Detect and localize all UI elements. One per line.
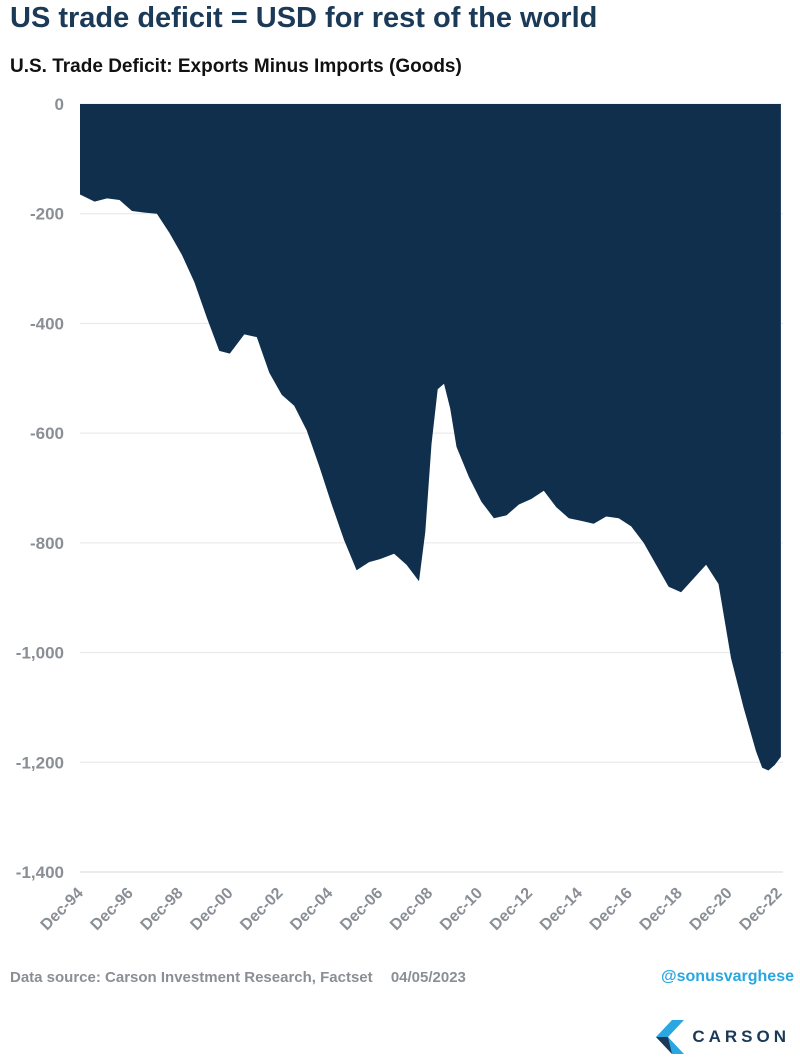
y-tick-label: -400 [30,314,64,333]
x-tick-label: Dec-16 [587,885,636,934]
x-tick-label: Dec-06 [337,885,386,934]
y-tick-label: -1,400 [16,863,64,882]
y-tick-label: -1,000 [16,644,64,663]
brand-name: CARSON [692,1027,790,1046]
y-axis-ticks: 0 -200 -400 -600 -800 -1,000 -1,200 -1,400 [16,95,64,882]
trade-deficit-chart: 0 -200 -400 -600 -800 -1,000 -1,200 -1,400 Dec-… [16,95,786,934]
x-tick-label: Dec-00 [187,885,236,934]
chart-title: U.S. Trade Deficit: Exports Minus Import… [10,56,462,77]
trade-deficit-area [80,104,781,771]
x-tick-label: Dec-94 [38,885,87,934]
x-tick-label: Dec-96 [88,885,137,934]
x-tick-label: Dec-22 [737,885,786,934]
carson-chevron-icon [656,1020,685,1054]
author-handle: @sonusvarghese [661,968,794,985]
data-source-text: Data source: Carson Investment Research,… [10,969,373,986]
y-tick-label: -1,200 [16,753,64,772]
x-tick-label: Dec-08 [387,885,436,934]
x-tick-label: Dec-10 [437,885,486,934]
x-tick-label: Dec-20 [687,885,736,934]
y-tick-label: 0 [55,95,64,114]
data-source: Data source: Carson Investment Research,… [10,969,466,986]
headline: US trade deficit = USD for rest of the w… [10,2,598,34]
x-tick-label: Dec-18 [637,885,686,934]
source-date: 04/05/2023 [390,969,466,986]
y-tick-label: -600 [30,424,64,443]
x-axis-ticks: Dec-94 Dec-96 Dec-98 Dec-00 Dec-02 Dec-04 Dec-… [38,885,786,934]
x-tick-label: Dec-12 [487,885,536,934]
x-tick-label: Dec-14 [537,885,586,934]
y-tick-label: -800 [30,534,64,553]
carson-logo: CARSON [654,1020,790,1054]
x-tick-label: Dec-02 [237,885,286,934]
x-tick-label: Dec-98 [138,885,187,934]
x-tick-label: Dec-04 [287,885,336,934]
y-tick-label: -200 [30,205,64,224]
